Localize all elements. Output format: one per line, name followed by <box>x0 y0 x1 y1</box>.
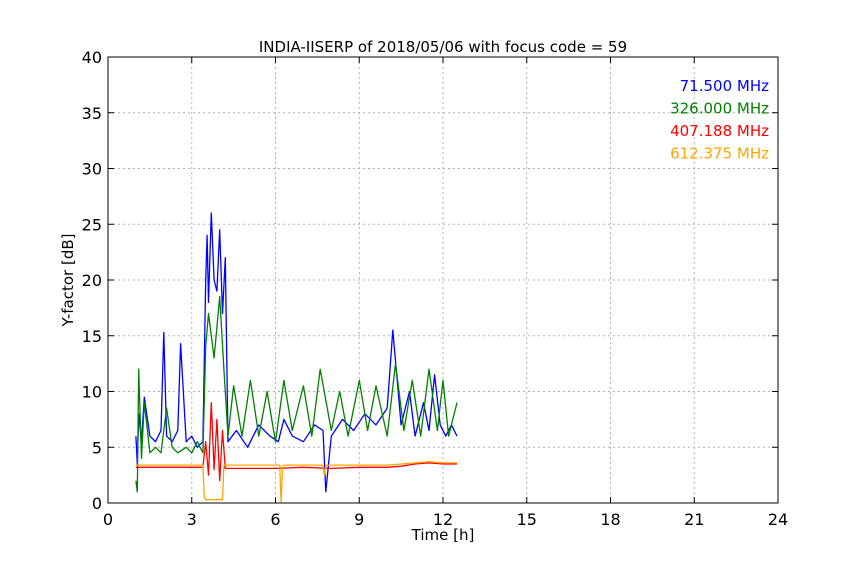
series-line-1 <box>135 296 458 493</box>
legend-entry: 612.375 MHz <box>670 145 769 163</box>
x-tick-label: 9 <box>354 510 364 529</box>
series-layer <box>135 212 458 503</box>
y-tick-label: 30 <box>82 160 102 179</box>
x-tick-label: 6 <box>270 510 280 529</box>
chart-title: INDIA-IISERP of 2018/05/06 with focus co… <box>259 38 627 56</box>
series-line-2 <box>135 401 457 482</box>
x-tick-label: 12 <box>433 510 453 529</box>
legend-entry: 71.500 MHz <box>680 77 769 95</box>
y-tick-label: 15 <box>82 327 102 346</box>
x-tick-label: 24 <box>768 510 788 529</box>
x-tick-label: 3 <box>187 510 197 529</box>
y-tick-label: 25 <box>82 215 102 234</box>
x-tick-label: 21 <box>684 510 704 529</box>
y-axis-label: Y-factor [dB] <box>59 233 77 327</box>
y-tick-label: 35 <box>82 104 102 123</box>
legend-entry: 326.000 MHz <box>670 100 769 118</box>
legend-entry: 407.188 MHz <box>670 122 769 140</box>
x-axis-label: Time [h] <box>411 526 475 544</box>
x-tick-label: 0 <box>103 510 113 529</box>
axis-ticks: 0 3 6 9 12 15 18 21 24 0 5 10 15 20 25 30 35 40 <box>82 48 789 529</box>
y-tick-label: 40 <box>82 48 102 67</box>
y-tick-label: 10 <box>82 383 102 402</box>
x-tick-label: 15 <box>517 510 537 529</box>
y-tick-label: 20 <box>82 271 102 290</box>
series-line-0 <box>135 212 458 493</box>
x-tick-label: 18 <box>600 510 620 529</box>
legend: 71.500 MHz 326.000 MHz 407.188 MHz 612.375 … <box>670 77 769 163</box>
y-tick-label: 0 <box>92 494 102 513</box>
y-tick-label: 5 <box>92 438 102 457</box>
series-line-3 <box>135 461 457 503</box>
